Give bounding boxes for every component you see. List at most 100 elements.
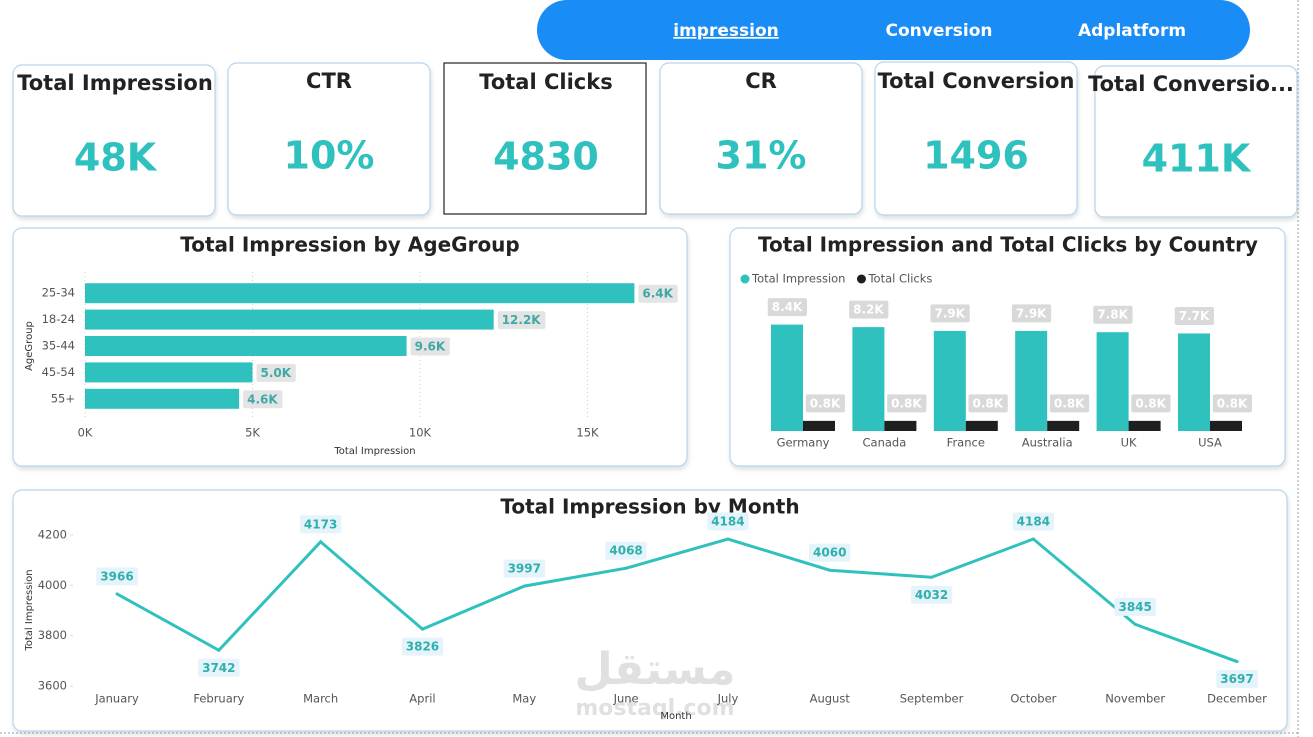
kpi-title: Total Conversion <box>878 69 1075 93</box>
point <box>1235 660 1239 664</box>
point <box>522 584 526 588</box>
kpi-card <box>227 62 431 216</box>
x-axis-label: Month <box>660 711 691 722</box>
x-tick-label: May <box>512 692 536 706</box>
y-tick-label: 35-44 <box>42 339 75 353</box>
x-tick-label: August <box>810 692 851 706</box>
x-tick-label: April <box>409 692 435 706</box>
kpi-value: 31% <box>716 134 807 178</box>
kpi-card <box>443 62 647 215</box>
bar <box>85 309 494 330</box>
chart-title: Total Impression and Total Clicks by Cou… <box>758 233 1258 257</box>
data-label-box <box>930 304 970 323</box>
bar <box>1178 333 1210 431</box>
x-tick-label: February <box>193 692 244 706</box>
data-label: 6.4K <box>642 287 673 301</box>
nav-link[interactable]: Conversion <box>886 21 993 41</box>
bar <box>933 330 966 431</box>
y-tick-label: 4200 <box>38 528 67 542</box>
data-label-box <box>805 394 845 413</box>
data-label-box <box>256 363 296 382</box>
kpi-title: Total Conversio... <box>1088 72 1294 96</box>
y-tick-label: 18-24 <box>42 312 75 326</box>
data-label-box <box>96 567 138 586</box>
data-label: 0.8K <box>1217 396 1248 410</box>
kpi-card <box>874 61 1078 216</box>
nav-link[interactable]: Adplatform <box>1078 21 1186 41</box>
data-label-box <box>849 300 889 319</box>
x-tick-label: Canada <box>863 436 907 450</box>
data-label: 8.2K <box>853 303 884 317</box>
data-label: 3742 <box>202 661 235 675</box>
watermark: mostaql.com <box>575 696 734 721</box>
data-label: 4184 <box>711 515 744 529</box>
kpi-title: CTR <box>306 69 352 93</box>
kpi-card <box>1094 65 1298 218</box>
data-label-box <box>707 512 749 531</box>
x-tick-label: January <box>94 692 139 706</box>
x-tick-label: 10K <box>409 426 432 440</box>
y-tick-label: 55+ <box>51 391 75 405</box>
data-label: 3697 <box>1220 672 1253 686</box>
kpi-value: 10% <box>284 134 375 178</box>
data-label: 4032 <box>915 588 948 602</box>
x-tick-label: March <box>303 692 338 706</box>
data-label: 0.8K <box>973 396 1004 410</box>
data-label: 7.9K <box>1016 306 1047 320</box>
data-label-box <box>497 311 546 330</box>
x-tick-label: France <box>947 436 985 450</box>
kpi-value: 411K <box>1142 137 1252 181</box>
line <box>116 537 1238 663</box>
legend-label: Total Clicks <box>867 272 932 286</box>
x-tick-label: December <box>1207 692 1267 706</box>
bar <box>1047 420 1080 431</box>
data-label: 0.8K <box>810 396 841 410</box>
data-label: 12.2K <box>502 313 542 327</box>
bar <box>1128 420 1161 431</box>
kpi-card <box>659 62 863 215</box>
y-axis-label: AgeGroup <box>24 321 35 371</box>
bar <box>1210 420 1242 431</box>
data-label-box <box>1049 394 1090 413</box>
x-axis-label: Total Impression <box>333 446 415 457</box>
bar <box>85 283 635 304</box>
data-label: 4060 <box>813 546 846 560</box>
x-tick-label: July <box>717 692 739 706</box>
data-label: 3997 <box>508 562 541 576</box>
watermark: مستقل <box>575 644 736 695</box>
x-tick-label: Germany <box>777 436 830 450</box>
bar <box>85 388 240 409</box>
x-tick-label: Australia <box>1022 436 1073 450</box>
data-label-box <box>605 541 647 560</box>
data-label-box <box>198 658 240 677</box>
data-label: 3845 <box>1118 600 1151 614</box>
data-label: 7.9K <box>935 306 966 320</box>
data-label-box <box>638 284 678 303</box>
point <box>1031 537 1035 541</box>
data-label-box <box>809 543 851 562</box>
data-label: 3966 <box>100 569 133 583</box>
data-label: 0.8K <box>891 396 922 410</box>
bar <box>965 420 998 431</box>
point <box>930 575 934 579</box>
data-label: 8.4K <box>772 300 803 314</box>
y-axis-label: Total Impression <box>24 569 35 651</box>
point <box>1133 622 1137 626</box>
data-label-box <box>1131 394 1171 413</box>
chart-title: Total Impression by Month <box>500 495 799 519</box>
x-tick-label: 15K <box>576 426 599 440</box>
bar <box>1096 332 1129 431</box>
data-label: 7.8K <box>1097 308 1128 322</box>
point <box>319 540 323 544</box>
data-label-box <box>1093 305 1133 324</box>
bar <box>852 327 885 431</box>
x-tick-label: 0K <box>78 426 93 440</box>
data-label-box <box>299 515 342 534</box>
data-label-box <box>503 559 545 578</box>
data-label: 7.7K <box>1179 309 1210 323</box>
point <box>217 648 221 652</box>
kpi-title: CR <box>745 69 777 93</box>
nav-link[interactable]: impression <box>673 21 778 41</box>
data-label-box <box>910 585 953 604</box>
